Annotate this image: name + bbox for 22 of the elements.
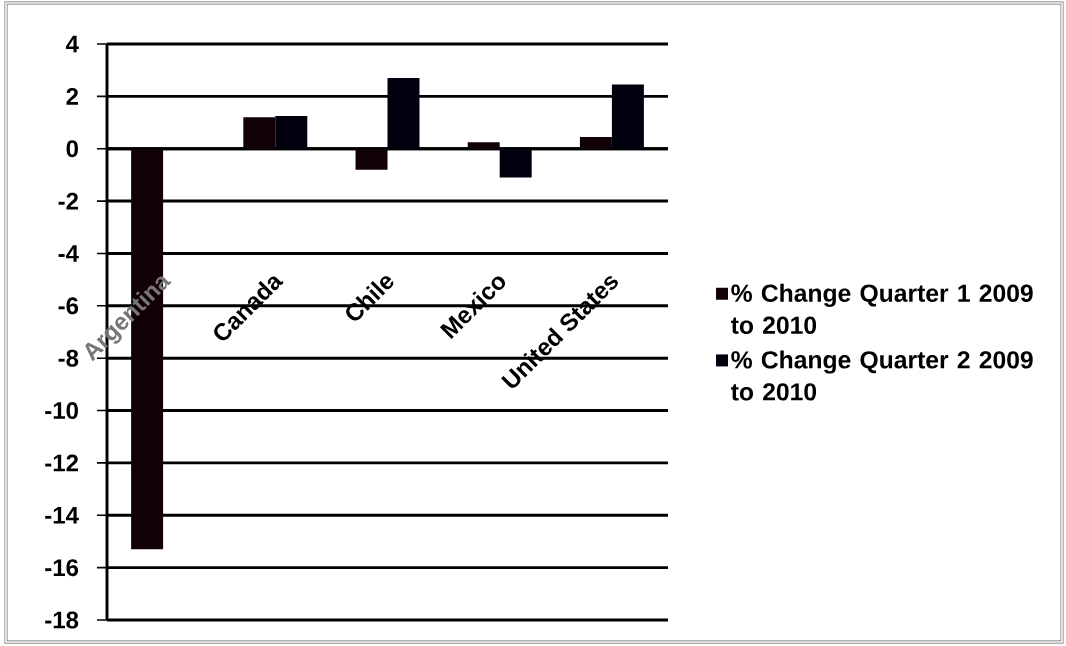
bar [387,78,420,149]
y-tick-label: -6 [58,297,79,315]
y-tick-label: -8 [58,349,79,367]
bar [243,117,276,149]
y-tick-label: -10 [45,402,78,420]
y-tick-label: -12 [45,454,78,472]
legend-label: % Change Quarter 1 2009 to 2010 [730,283,1033,334]
bar [611,84,644,149]
bar [275,116,308,149]
bar [579,136,612,149]
bar [355,148,388,170]
y-tick-label: -18 [45,611,79,629]
y-tick-label: -16 [45,559,79,577]
y-tick-label: 4 [65,35,79,53]
y-tick-label: 0 [66,140,78,158]
bar [467,142,500,149]
y-tick-label: -14 [45,507,79,524]
bar [499,148,532,178]
y-tick-label: 2 [66,87,78,105]
y-tick-label: -2 [58,192,78,210]
y-tick-label: -4 [58,245,79,262]
legend-label: % Change Quarter 2 2009 to 2010 [730,350,1033,401]
